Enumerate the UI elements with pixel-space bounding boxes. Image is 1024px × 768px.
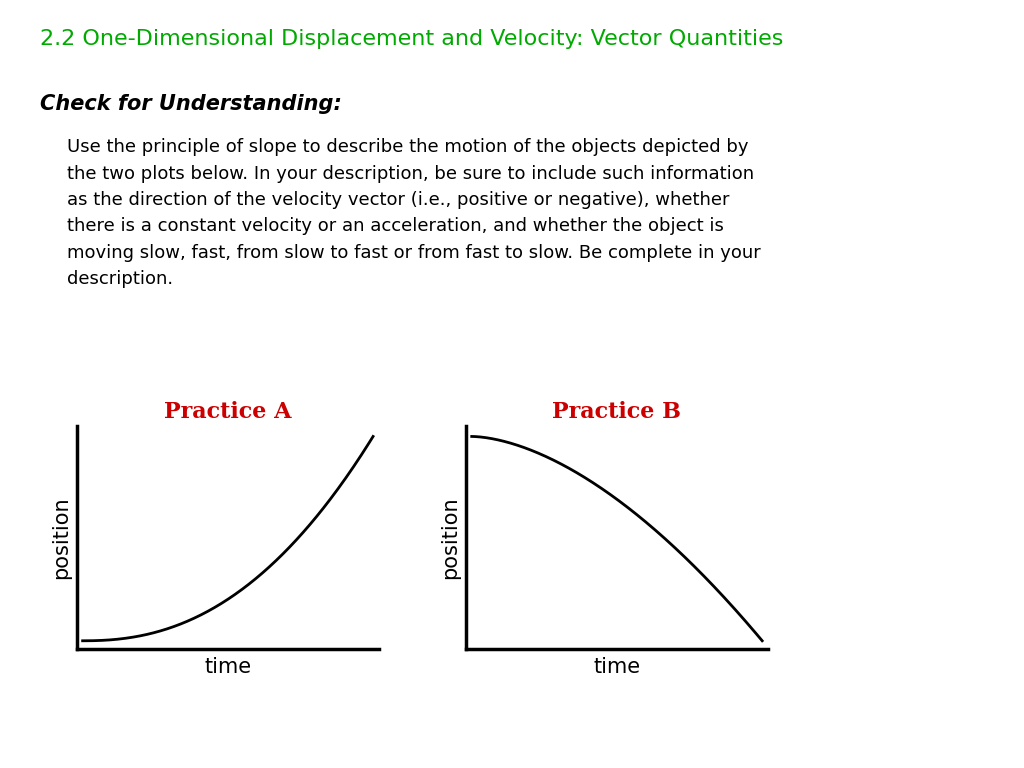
Y-axis label: position: position: [440, 496, 461, 579]
Text: Use the principle of slope to describe the motion of the objects depicted by
the: Use the principle of slope to describe t…: [67, 138, 760, 288]
Title: Practice B: Practice B: [553, 401, 681, 423]
X-axis label: time: time: [204, 657, 252, 677]
Text: Check for Understanding:: Check for Understanding:: [40, 94, 342, 114]
Y-axis label: position: position: [51, 496, 72, 579]
X-axis label: time: time: [593, 657, 641, 677]
Title: Practice A: Practice A: [164, 401, 292, 423]
Text: 2.2 One-Dimensional Displacement and Velocity: Vector Quantities: 2.2 One-Dimensional Displacement and Vel…: [40, 29, 783, 49]
